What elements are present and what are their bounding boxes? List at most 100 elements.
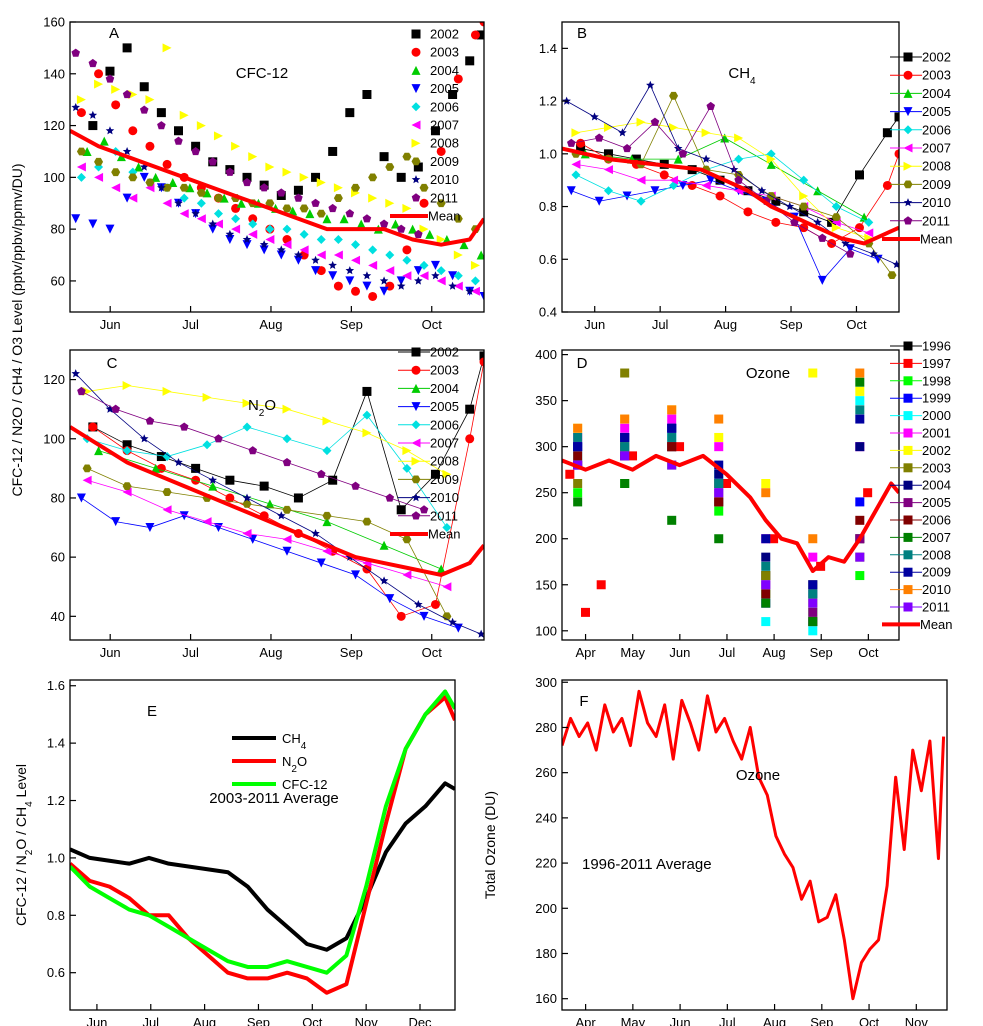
point-2007 xyxy=(442,582,452,592)
point-2003 xyxy=(76,108,86,118)
point-2004 xyxy=(766,159,776,169)
legend-label: 2003 xyxy=(922,460,951,475)
point-2007 xyxy=(855,377,865,387)
y-tick-label: 120 xyxy=(43,118,65,133)
point-2002 xyxy=(345,108,355,118)
point-2005 xyxy=(293,255,303,265)
point-2002 xyxy=(362,90,372,99)
point-1997 xyxy=(581,607,591,617)
point-2008 xyxy=(265,162,275,172)
point-2005 xyxy=(111,517,121,527)
series-1999 xyxy=(573,423,865,627)
point-2002 xyxy=(88,121,98,131)
legend-label: 2005 xyxy=(922,104,951,119)
panel-title: N2O xyxy=(248,397,276,419)
point-2011 xyxy=(650,117,660,126)
legend-marker xyxy=(903,585,913,595)
point-2010 xyxy=(618,128,627,137)
x-tick-label: Jun xyxy=(670,1015,691,1026)
point-2004 xyxy=(168,178,178,188)
point-2009 xyxy=(122,482,132,491)
series-line-N2O xyxy=(70,695,455,995)
point-2010 xyxy=(808,534,818,544)
legend-marker xyxy=(411,493,421,502)
point-2008 xyxy=(213,131,223,141)
point-2008 xyxy=(669,122,679,132)
point-2002 xyxy=(105,66,115,76)
legend-mean-label: Mean xyxy=(920,617,953,632)
point-2003 xyxy=(368,291,378,301)
x-tick-label: Nov xyxy=(905,1015,929,1026)
point-2004 xyxy=(265,499,275,509)
legend-label: 2011 xyxy=(430,508,458,523)
point-2008 xyxy=(808,589,818,599)
plot-area-F xyxy=(562,689,946,1001)
point-2007 xyxy=(282,240,292,250)
x-tick-label: Apr xyxy=(575,645,596,660)
series-2011 xyxy=(573,451,865,608)
x-tick-label: Dec xyxy=(408,1015,432,1026)
point-2005 xyxy=(385,594,395,604)
legend-marker xyxy=(903,498,913,508)
legend-marker xyxy=(411,175,421,184)
series-2008 xyxy=(76,43,480,270)
panel-title: Ozone xyxy=(746,365,790,382)
legend-marker xyxy=(903,428,913,438)
point-2010 xyxy=(242,493,252,502)
point-2010 xyxy=(139,162,149,171)
series-line-2006 xyxy=(87,414,448,528)
legend-label: 2011 xyxy=(922,600,950,615)
point-2006 xyxy=(573,451,583,461)
point-2010 xyxy=(448,281,457,290)
y-tick-label: 150 xyxy=(535,577,557,592)
point-2010 xyxy=(813,217,822,227)
point-2011 xyxy=(294,193,303,202)
point-2003 xyxy=(94,69,104,79)
mean-line xyxy=(70,128,484,247)
point-2002 xyxy=(854,170,864,180)
y-tick-label: 1.6 xyxy=(47,678,65,693)
point-2006 xyxy=(436,266,446,276)
point-2004 xyxy=(408,224,418,234)
plot-frame xyxy=(69,21,485,313)
x-tick-label: Jul xyxy=(142,1015,159,1026)
point-2010 xyxy=(242,235,252,244)
point-2010 xyxy=(476,629,484,638)
point-2004 xyxy=(476,250,484,260)
point-2007 xyxy=(282,534,292,544)
point-2006 xyxy=(213,209,223,219)
point-2010 xyxy=(277,245,286,254)
point-2006 xyxy=(419,260,429,270)
point-2005 xyxy=(678,180,688,190)
point-2009 xyxy=(145,178,155,187)
point-2008 xyxy=(831,223,841,233)
point-2010 xyxy=(362,271,372,280)
y-tick-label: 60 xyxy=(51,273,65,288)
series-line-ozone xyxy=(562,689,946,1001)
point-2006 xyxy=(734,154,744,164)
x-tick-label: Oct xyxy=(302,1015,323,1026)
y-tick-label: 40 xyxy=(51,609,65,624)
plot-area-A xyxy=(70,22,484,301)
x-tick-label: Aug xyxy=(193,1015,216,1026)
point-2010 xyxy=(105,404,115,413)
point-2009 xyxy=(855,414,865,424)
point-2006 xyxy=(351,240,361,250)
point-2002 xyxy=(362,386,372,396)
point-2006 xyxy=(571,170,581,180)
point-2008 xyxy=(76,95,86,105)
point-2009 xyxy=(299,204,309,213)
point-2006 xyxy=(248,219,258,229)
point-2008 xyxy=(282,167,292,177)
point-2008 xyxy=(402,203,412,213)
panel-letter: D xyxy=(577,355,588,372)
legend-marker xyxy=(411,438,421,448)
legend-marker xyxy=(411,84,421,94)
point-2004 xyxy=(305,209,315,219)
point-2010 xyxy=(667,405,677,415)
point-2010 xyxy=(841,238,850,248)
point-2010 xyxy=(757,186,767,195)
point-2005 xyxy=(282,546,292,556)
point-2002 xyxy=(156,108,166,118)
